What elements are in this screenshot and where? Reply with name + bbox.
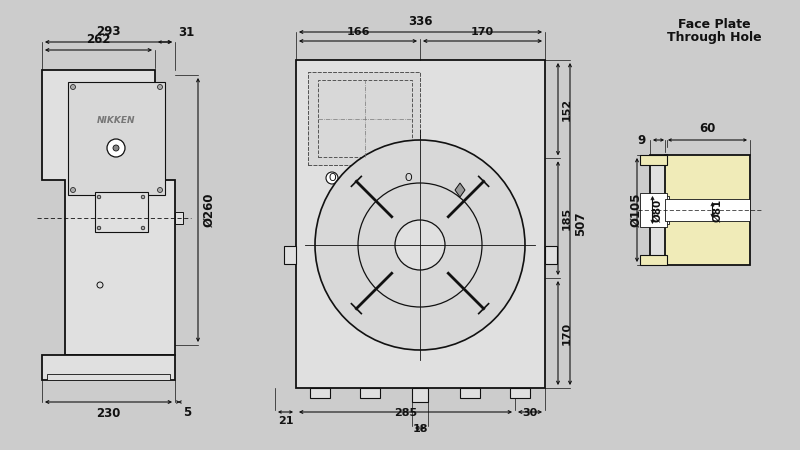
Circle shape [158,85,162,90]
Circle shape [70,188,75,193]
Circle shape [113,145,119,151]
Circle shape [141,195,145,199]
Bar [68,82,165,195]
Text: 21: 21 [278,416,294,426]
Text: NIKKEN: NIKKEN [98,116,136,125]
Text: 9: 9 [638,134,646,147]
Bar [296,60,545,388]
Bar [650,196,669,224]
Text: O: O [328,173,336,183]
Text: 170: 170 [471,27,494,37]
Bar [284,246,296,264]
Text: 230: 230 [96,407,121,420]
Bar [640,155,667,165]
Circle shape [98,226,101,230]
Text: 336: 336 [408,15,433,28]
Text: 166: 166 [346,27,370,37]
Text: 507: 507 [574,212,587,236]
Text: 60: 60 [699,122,716,135]
Bar [95,192,148,232]
Text: 293: 293 [96,25,121,38]
Bar [460,388,480,398]
Circle shape [395,220,445,270]
Bar [640,255,667,265]
Text: 152: 152 [562,98,572,121]
Polygon shape [455,183,465,197]
Text: 285: 285 [394,408,417,418]
Text: 185: 185 [562,207,572,230]
Bar [310,388,330,398]
Text: Ø80: Ø80 [653,198,662,222]
Bar [665,155,750,265]
Bar [318,80,412,157]
Bar [412,388,428,402]
Circle shape [98,195,101,199]
Bar [510,388,530,398]
Bar [360,388,380,398]
Text: Ø105: Ø105 [629,193,642,227]
Polygon shape [42,355,175,380]
Text: 262: 262 [86,33,110,46]
Circle shape [107,139,125,157]
Text: 170: 170 [562,321,572,345]
Bar [308,72,420,165]
Bar [650,155,667,265]
Text: Ø260: Ø260 [202,193,215,227]
Bar [545,246,557,264]
Bar [308,72,420,165]
Bar [665,199,750,221]
Text: Ø81: Ø81 [713,198,722,222]
Circle shape [70,85,75,90]
Bar [175,212,183,224]
Circle shape [158,188,162,193]
Circle shape [141,226,145,230]
Text: 5: 5 [183,406,191,419]
Text: Face Plate: Face Plate [678,18,750,32]
Circle shape [402,172,414,184]
Polygon shape [42,70,175,355]
Text: O: O [404,173,412,183]
Text: 18: 18 [412,424,428,434]
Text: 30: 30 [522,408,538,418]
Circle shape [315,140,525,350]
Bar [640,193,667,227]
Text: Through Hole: Through Hole [666,32,762,45]
Text: 31: 31 [178,26,194,39]
Circle shape [326,172,338,184]
Bar [47,374,170,380]
